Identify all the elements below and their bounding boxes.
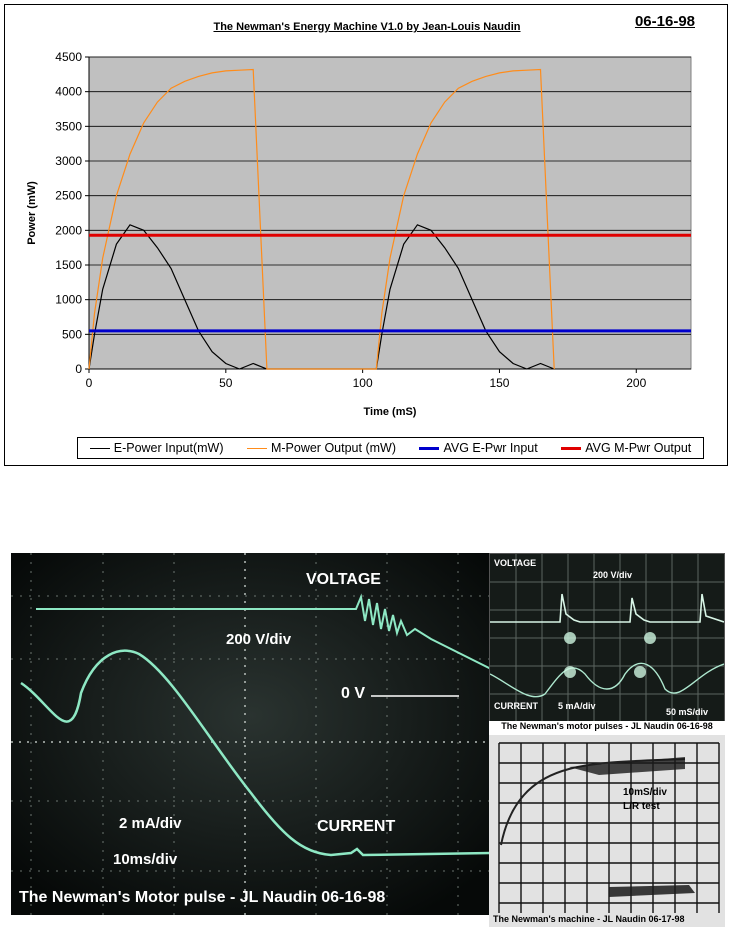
y-tick-label: 1000 xyxy=(55,293,82,307)
y-tick-label: 1500 xyxy=(55,258,82,272)
legend-swatch xyxy=(246,447,267,449)
zero-volt-label: 0 V xyxy=(341,685,366,702)
chart-svg: 0 500 1000 1500 2000 2500 3000 3500 4000 4500 0 50 1… xyxy=(26,50,692,418)
legend-swatch xyxy=(419,446,440,450)
legend-label: AVG M-Pwr Output xyxy=(585,441,692,455)
y-tick-label: 500 xyxy=(62,327,82,341)
inset-a-caption: The Newman's motor pulses - JL Naudin 06… xyxy=(489,721,725,735)
current-label: CURRENT xyxy=(317,818,396,835)
inset-a-volt-div: 200 V/div xyxy=(593,570,633,580)
inset-a-voltage-label: VOLTAGE xyxy=(494,558,537,568)
legend-label: AVG E-Pwr Input xyxy=(443,441,538,455)
legend-item-avg-e: AVG E-Pwr Input xyxy=(419,441,538,455)
legend-item-e-power: E-Power Input(mW) xyxy=(89,441,224,455)
legend-item-m-power: M-Power Output (mW) xyxy=(246,441,396,455)
y-tick-label: 4500 xyxy=(55,50,82,64)
inset-a-svg xyxy=(490,554,724,722)
y-tick-label: 3000 xyxy=(55,154,82,168)
y-axis-label: Power (mW) xyxy=(26,181,38,245)
legend-swatch xyxy=(89,447,110,449)
inset-a-current-label: CURRENT xyxy=(494,701,538,711)
scope-main-svg xyxy=(11,553,491,915)
y-tick-label: 2000 xyxy=(55,223,82,237)
legend-item-avg-m: AVG M-Pwr Output xyxy=(561,441,691,455)
inset-b-time-div: 10mS/div xyxy=(623,787,667,798)
chart-date: 06-16-98 xyxy=(634,13,695,30)
inset-b-caption: The Newman's machine - JL Naudin 06-17-9… xyxy=(493,914,685,924)
x-tick-label: 50 xyxy=(219,376,233,390)
y-tick-label: 2500 xyxy=(55,189,82,203)
scope-main-caption: The Newman's Motor pulse - JL Naudin 06-… xyxy=(19,889,386,906)
y-tick-label: 3500 xyxy=(55,119,82,133)
plot-area xyxy=(88,56,692,370)
inset-b-test-label: L/R test xyxy=(623,801,660,812)
legend-label: E-Power Input(mW) xyxy=(113,441,224,455)
y-tick-label: 4000 xyxy=(55,85,82,99)
x-tick-label: 200 xyxy=(626,376,646,390)
x-tick-label: 150 xyxy=(489,376,509,390)
oscilloscope-inset-pulses: VOLTAGE 200 V/div CURRENT 5 mA/div 50 mS… xyxy=(489,553,725,723)
amp-div-label: 2 mA/div xyxy=(119,815,182,832)
chart-legend: E-Power Input(mW) M-Power Output (mW) AV… xyxy=(77,437,704,459)
chart-title: The Newman's Energy Machine V1.0 by Jean… xyxy=(213,21,521,33)
chart-panel: 0 500 1000 1500 2000 2500 3000 3500 4000 4500 0 50 1… xyxy=(4,4,728,466)
inset-a-time-div: 50 mS/div xyxy=(666,707,709,717)
volt-div-label: 200 V/div xyxy=(226,631,292,648)
x-tick-label: 100 xyxy=(353,376,373,390)
oscilloscope-inset-lr-test: 10mS/div L/R test The Newman's machine -… xyxy=(489,735,725,927)
oscilloscope-main-photo: VOLTAGE 200 V/div 0 V CURRENT 2 mA/div 1… xyxy=(11,553,491,915)
legend-label: M-Power Output (mW) xyxy=(270,441,396,455)
y-tick-label: 0 xyxy=(75,362,82,376)
inset-b-svg xyxy=(489,735,725,927)
inset-a-amp-div: 5 mA/div xyxy=(558,701,596,711)
legend-swatch xyxy=(561,446,582,450)
voltage-label: VOLTAGE xyxy=(306,571,381,588)
time-div-label: 10ms/div xyxy=(113,851,178,868)
series-line xyxy=(88,68,555,370)
x-tick-label: 0 xyxy=(86,376,93,390)
x-axis-label: Time (mS) xyxy=(364,406,417,418)
